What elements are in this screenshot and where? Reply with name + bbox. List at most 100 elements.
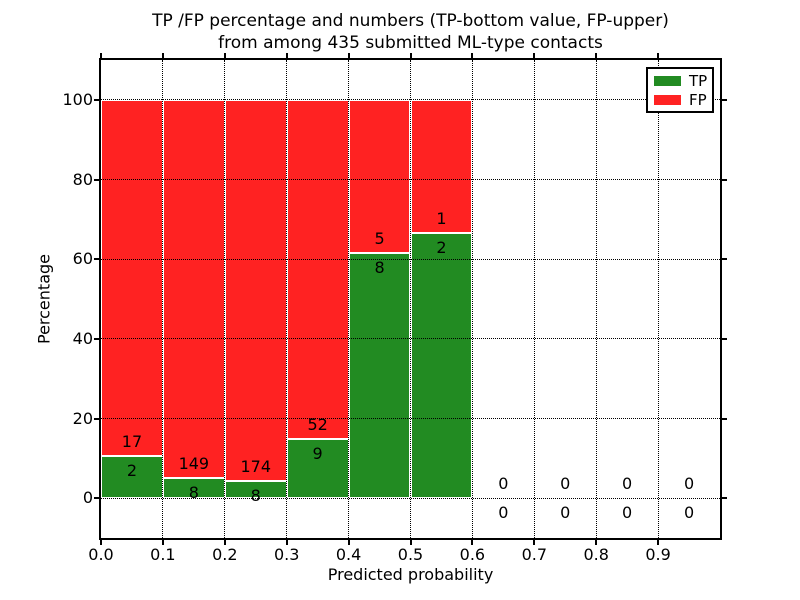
gridline-vertical	[224, 60, 226, 538]
gridline-horizontal	[101, 99, 720, 101]
bar-segment-fp	[101, 99, 163, 457]
ytick-right	[720, 417, 727, 420]
xtick-bottom	[161, 538, 164, 545]
legend-swatch-fp	[654, 94, 681, 105]
gridline-vertical	[657, 60, 659, 538]
ytick-left	[94, 417, 101, 420]
bar-segment-tp	[410, 232, 473, 499]
xtick-top	[347, 53, 350, 60]
tp-count-label: 2	[126, 461, 138, 481]
gridline-horizontal	[101, 418, 720, 419]
tp-count-label: 8	[188, 482, 199, 502]
gridline-horizontal	[101, 258, 720, 260]
legend-item-tp: TP	[654, 73, 712, 89]
legend: TP FP	[646, 67, 714, 113]
x-tick-label: 0.9	[645, 545, 671, 564]
chart-title-line1: TP /FP percentage and numbers (TP-bottom…	[152, 11, 669, 31]
tp-count-label: 8	[374, 258, 385, 278]
ytick-left	[94, 337, 101, 340]
fp-count-label: 5	[374, 229, 385, 249]
xtick-top	[533, 53, 536, 60]
y-axis-label: Percentage	[34, 253, 54, 345]
y-tick-label: 80	[72, 169, 93, 189]
bar-segment-tp	[101, 456, 163, 499]
fp-count-label: 1	[436, 208, 447, 228]
tp-count-label: 8	[250, 485, 261, 505]
gridline-vertical	[533, 60, 535, 538]
xtick-bottom	[100, 538, 102, 545]
xtick-top	[100, 53, 102, 60]
gridline-horizontal	[101, 179, 720, 180]
tp-count-label: 0	[622, 503, 633, 523]
ytick-right	[720, 337, 727, 340]
bar-segment-fp	[224, 99, 287, 481]
x-tick-label: 0.4	[335, 545, 362, 564]
legend-swatch-tp	[654, 75, 681, 86]
fp-count-label: 149	[178, 453, 210, 473]
ytick-right	[720, 258, 727, 261]
ytick-left	[94, 497, 101, 500]
gridline-vertical	[286, 60, 288, 538]
fp-count-label: 0	[622, 474, 633, 494]
tp-count-label: 0	[683, 503, 695, 523]
legend-item-fp: FP	[654, 92, 712, 108]
legend-label: FP	[689, 90, 707, 109]
xtick-top	[657, 53, 660, 60]
bar-segment-tp	[286, 439, 349, 499]
y-tick-label: 0	[82, 488, 93, 508]
ytick-right	[720, 98, 727, 101]
tp-count-label: 2	[436, 237, 447, 257]
x-tick-label: 0.7	[521, 545, 548, 564]
y-tick-label: 100	[62, 89, 93, 109]
xtick-bottom	[657, 538, 660, 545]
xtick-bottom	[409, 538, 412, 545]
xtick-top	[285, 53, 288, 60]
chart-title: TP /FP percentage and numbers (TP-bottom…	[101, 10, 720, 54]
xtick-bottom	[223, 538, 226, 545]
ytick-left	[94, 258, 101, 261]
legend-label: TP	[689, 71, 708, 90]
bar-segment-fp	[348, 99, 411, 254]
gridline-horizontal	[101, 338, 720, 340]
xtick-top	[161, 53, 164, 60]
fp-count-label: 0	[683, 474, 695, 494]
xtick-bottom	[595, 538, 598, 545]
fp-count-label: 52	[307, 415, 328, 435]
fp-count-label: 0	[560, 474, 571, 494]
bar-segment-fp	[410, 99, 473, 233]
chart-title-line2: from among 435 submitted ML-type contact…	[218, 33, 603, 53]
x-tick-label: 0.5	[397, 545, 424, 564]
y-tick-label: 60	[72, 249, 93, 269]
x-tick-label: 0.8	[583, 545, 609, 564]
x-tick-label: 0.3	[273, 545, 300, 564]
gridline-vertical	[348, 60, 350, 538]
x-tick-label: 0.2	[212, 545, 238, 564]
xtick-top	[471, 53, 474, 60]
ytick-left	[94, 178, 101, 181]
gridline-vertical	[162, 60, 164, 538]
x-tick-label: 0.1	[150, 545, 176, 564]
x-tick-label: 0.6	[459, 545, 486, 564]
xtick-top	[223, 53, 226, 60]
x-axis-label: Predicted probability	[327, 565, 494, 584]
y-tick-label: 40	[72, 328, 93, 348]
xtick-bottom	[347, 538, 350, 545]
gridline-horizontal	[101, 497, 720, 499]
xtick-top	[409, 53, 412, 60]
xtick-bottom	[533, 538, 536, 545]
ytick-left	[94, 98, 101, 101]
bar-segment-fp	[286, 99, 349, 440]
fp-count-label: 17	[121, 432, 143, 452]
gridline-vertical	[471, 60, 473, 538]
y-tick-label: 20	[72, 408, 93, 428]
gridline-vertical	[410, 60, 411, 538]
bar-segment-fp	[162, 99, 225, 478]
tp-count-label: 0	[498, 503, 509, 523]
ytick-right	[720, 497, 727, 500]
fp-count-label: 0	[498, 474, 509, 494]
xtick-top	[595, 53, 598, 60]
xtick-bottom	[471, 538, 474, 545]
ytick-right	[720, 178, 727, 181]
tp-count-label: 0	[560, 503, 571, 523]
